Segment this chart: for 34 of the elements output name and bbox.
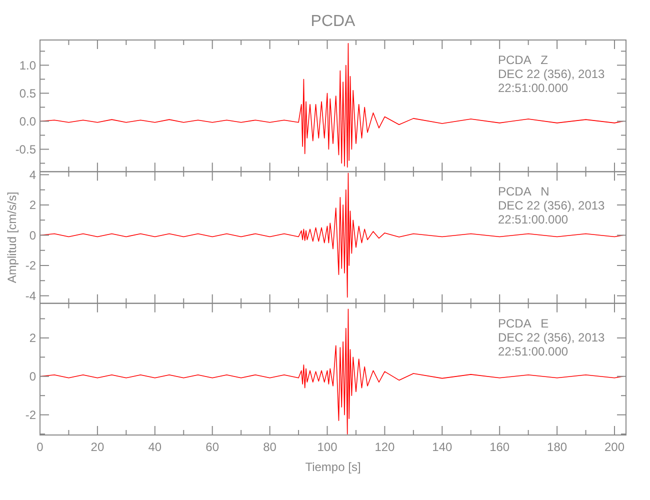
x-axis-title: Tiempo [s] [305,460,361,474]
annotation: PCDA Z [498,53,548,67]
annotation: PCDA E [498,316,549,330]
y-tick-label: 0.5 [19,86,36,100]
y-tick-label: 2 [29,198,36,212]
x-tick-label: 40 [148,440,162,454]
x-tick-label: 120 [374,440,396,454]
annotation: DEC 22 (356), 2013 [498,198,606,213]
y-tick-label: 0.0 [19,114,36,128]
y-tick-label: 2 [29,331,36,346]
y-tick-label: 1.0 [19,58,36,72]
annotation: 22:51:00.000 [498,212,568,227]
x-tick-label: 20 [90,440,104,454]
chart-title: PCDA [310,13,356,30]
x-tick-label: 200 [604,440,625,454]
y-tick-label: -4 [25,288,36,303]
y-tick-label: 0 [29,228,36,242]
annotation: 22:51:00.000 [498,81,568,95]
x-tick-label: 60 [206,440,220,454]
x-tick-label: 160 [490,440,510,454]
y-tick-label: -2 [25,408,36,422]
y-tick-label: 0 [29,370,36,384]
y-tick-label: -0.5 [15,142,36,156]
x-tick-label: 80 [263,440,277,454]
y-tick-label: -2 [25,258,36,273]
y-axis-title: Amplitud [cm/s/s] [5,192,20,284]
y-tick-label: 4 [29,168,36,182]
annotation: 22:51:00.000 [498,344,568,358]
x-tick-label: 100 [317,440,338,454]
annotation: DEC 22 (356), 2013 [498,67,606,81]
x-tick-label: 180 [547,440,568,454]
x-tick-label: 140 [432,440,452,454]
annotation: PCDA N [498,184,550,199]
annotation: DEC 22 (356), 2013 [498,330,606,344]
